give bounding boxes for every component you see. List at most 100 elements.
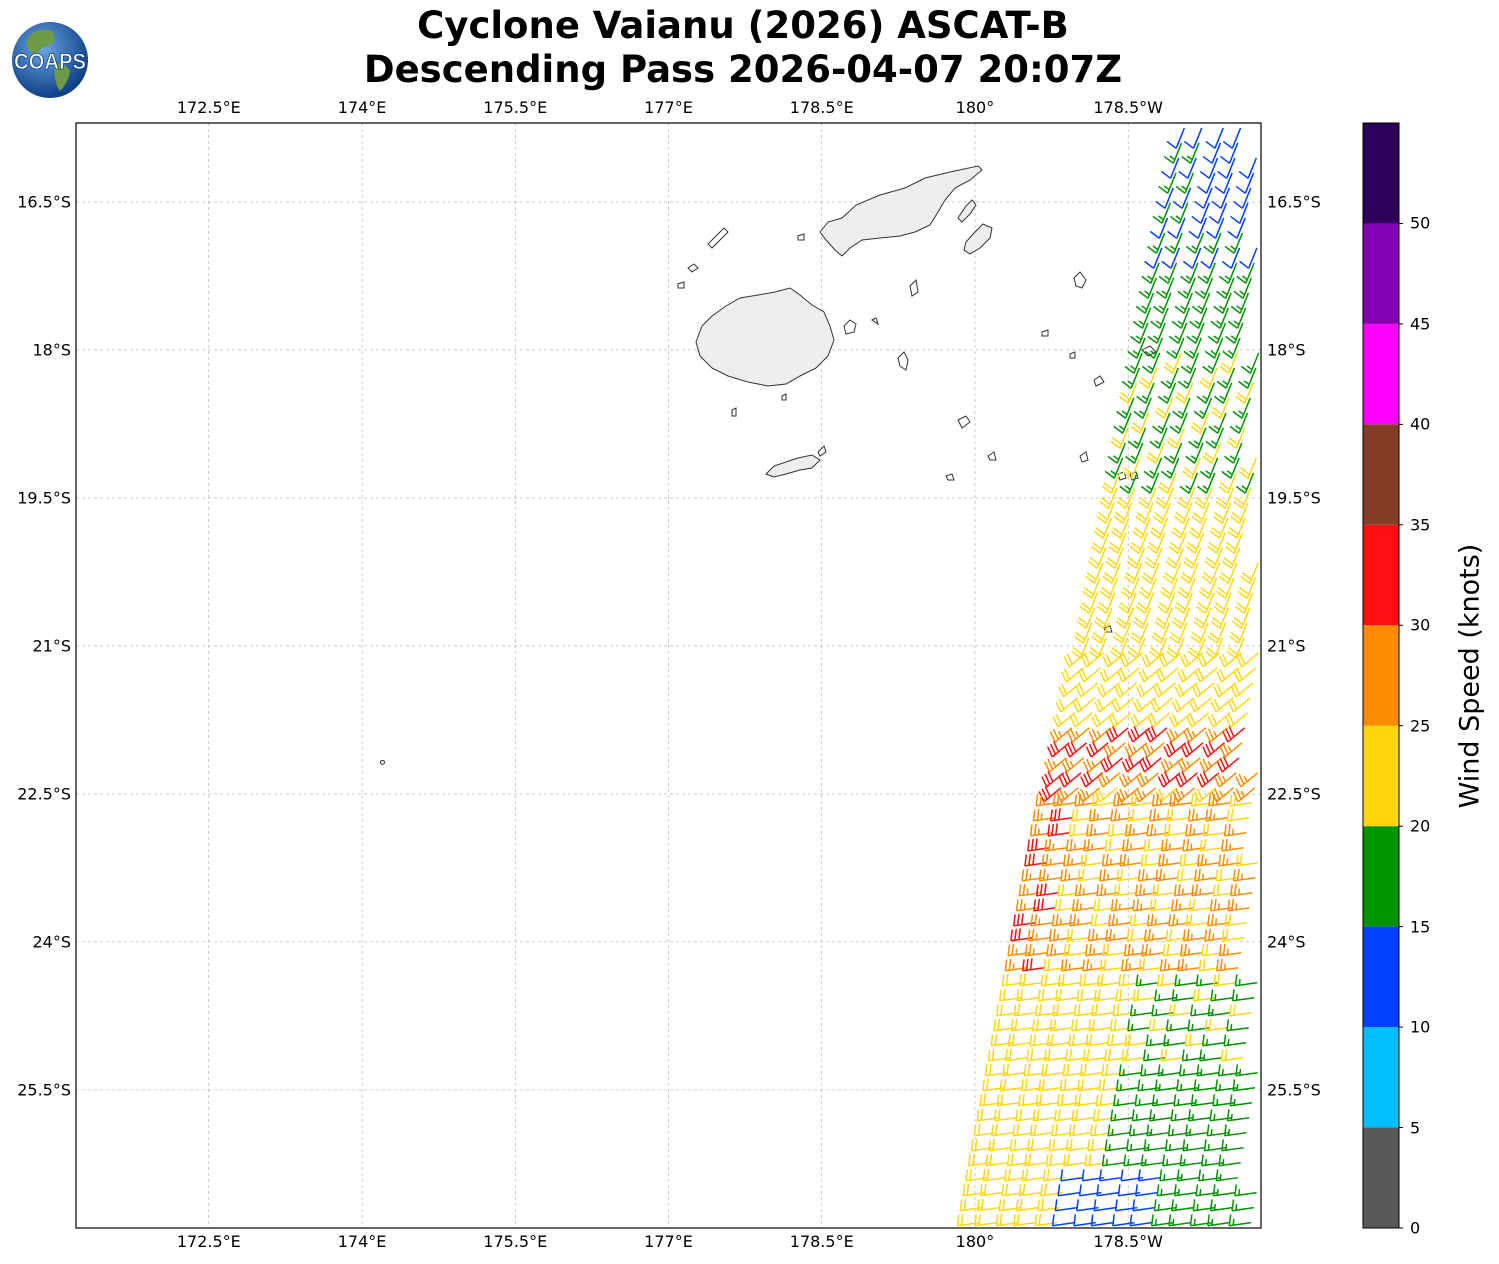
wind-barb xyxy=(1168,322,1188,344)
wind-barb xyxy=(1013,1003,1037,1017)
wind-barb xyxy=(1148,637,1168,659)
wind-barb xyxy=(1105,928,1128,942)
wind-barb xyxy=(1204,637,1224,659)
wind-barb xyxy=(1099,1169,1122,1182)
wind-barb xyxy=(1110,898,1134,912)
wind-barb xyxy=(1160,838,1184,852)
wind-barb xyxy=(1027,928,1051,942)
lon-tick-label-top: 178.5°E xyxy=(789,98,854,117)
wind-barb xyxy=(1088,637,1107,659)
wind-barb xyxy=(1208,202,1228,224)
wind-barb xyxy=(1016,988,1039,1002)
wind-barb xyxy=(1149,217,1169,239)
wind-barb xyxy=(1176,1169,1200,1182)
wind-barb xyxy=(1168,712,1192,728)
wind-barb xyxy=(1227,517,1246,539)
wind-barb xyxy=(1171,307,1191,329)
wind-barb xyxy=(982,1168,1006,1182)
wind-barb xyxy=(1188,217,1208,239)
wind-barb xyxy=(1193,607,1212,629)
wind-barb xyxy=(1108,712,1132,728)
wind-barb xyxy=(1096,973,1120,987)
colorbar-tick-label: 0 xyxy=(1410,1218,1421,1238)
lon-tick-label-bottom: 175.5°E xyxy=(483,1232,548,1251)
wind-barb xyxy=(1169,412,1188,434)
island-coastline xyxy=(957,199,977,223)
wind-barb xyxy=(1161,247,1180,269)
wind-barb xyxy=(1168,1003,1192,1017)
wind-barb xyxy=(1185,442,1204,464)
wind-barb xyxy=(1124,442,1144,464)
wind-barb xyxy=(999,1078,1023,1092)
wind-barb xyxy=(1041,771,1065,788)
wind-barb xyxy=(1086,823,1109,837)
wind-barb xyxy=(1113,883,1137,897)
wind-barb xyxy=(1102,562,1121,584)
lon-tick-label-top: 174°E xyxy=(337,98,387,117)
wind-barb xyxy=(1153,682,1176,698)
wind-barb xyxy=(1193,397,1213,419)
wind-barb xyxy=(1205,217,1225,239)
wind-barb xyxy=(1154,607,1173,629)
wind-barb xyxy=(1052,1003,1075,1017)
wind-barb xyxy=(1202,442,1222,464)
wind-barb xyxy=(1215,487,1235,509)
wind-barb xyxy=(1060,667,1084,683)
wind-barb xyxy=(1205,808,1228,822)
wind-barb xyxy=(1151,1094,1175,1107)
wind-barb xyxy=(1221,547,1241,569)
wind-barb xyxy=(1149,517,1169,539)
wind-barb xyxy=(1180,262,1199,284)
wind-barb xyxy=(1205,427,1224,449)
wind-barb xyxy=(1135,1184,1158,1197)
wind-barb xyxy=(1199,157,1219,179)
wind-barb xyxy=(1166,427,1186,449)
wind-barb xyxy=(1163,352,1182,374)
wind-barb xyxy=(1127,637,1146,659)
wind-barb xyxy=(1091,622,1110,644)
lat-tick-label-left: 24°S xyxy=(32,932,71,952)
wind-barb xyxy=(1090,532,1110,554)
wind-barb xyxy=(1083,838,1106,852)
wind-barb xyxy=(1158,472,1177,494)
wind-barb xyxy=(990,1123,1014,1137)
wind-barb xyxy=(1173,1184,1197,1197)
lat-tick-label-right: 21°S xyxy=(1267,636,1306,656)
lon-tick-label-bottom: 177°E xyxy=(644,1232,693,1251)
wind-barb xyxy=(1216,667,1240,683)
wind-barb xyxy=(1049,808,1073,822)
wind-barb xyxy=(1116,397,1135,419)
wind-barb xyxy=(1218,472,1237,494)
wind-barb xyxy=(1124,742,1148,758)
wind-barb xyxy=(1163,1034,1186,1047)
wind-barb xyxy=(1113,412,1132,434)
wind-barb xyxy=(1171,1199,1194,1212)
wind-barb xyxy=(1044,757,1067,773)
island-coastline xyxy=(731,407,737,417)
wind-barb xyxy=(1160,757,1184,773)
wind-barb xyxy=(1215,958,1239,972)
wind-barb xyxy=(1069,913,1092,927)
wind-barb xyxy=(1197,262,1216,284)
island-coastline xyxy=(819,165,983,257)
wind-barb xyxy=(1082,1048,1106,1062)
wind-barb xyxy=(1190,1094,1214,1107)
wind-barbs xyxy=(956,127,1260,1227)
wind-barb xyxy=(1207,712,1231,728)
wind-barb xyxy=(1052,712,1076,728)
wind-barb xyxy=(1188,898,1212,912)
wind-barb xyxy=(1172,397,1191,419)
wind-barb xyxy=(1118,382,1138,404)
wind-barb xyxy=(1101,472,1121,494)
wind-barb xyxy=(1127,808,1151,822)
wind-barb xyxy=(1164,232,1183,254)
wind-barb xyxy=(1118,592,1137,614)
wind-barb xyxy=(1147,712,1171,728)
wind-barb xyxy=(1135,682,1159,698)
wind-barb xyxy=(1124,1033,1147,1047)
wind-barb xyxy=(1204,1018,1228,1032)
island-coastline xyxy=(871,317,879,326)
wind-barb xyxy=(1085,562,1104,584)
wind-barb xyxy=(1096,883,1119,897)
island-coastline xyxy=(945,473,955,481)
